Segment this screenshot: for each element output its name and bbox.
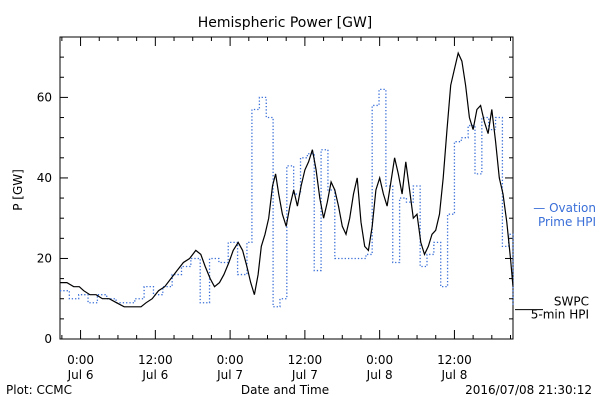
series-line-ovation — [60, 88, 514, 308]
legend-label-ovation: — Ovation — [533, 201, 596, 215]
x-tick-time-label: 12:00 — [288, 353, 323, 367]
footer-source: Plot: CCMC — [6, 383, 72, 397]
legend-label-swpc: SWPC — [554, 295, 589, 309]
x-tick-time-label: 0:00 — [67, 353, 94, 367]
x-tick-time-label: 0:00 — [366, 353, 393, 367]
x-tick-date-label: Jul 7 — [291, 368, 318, 382]
x-tick-date-label: Jul 6 — [67, 368, 94, 382]
y-axis-label: P [GW] — [11, 169, 25, 211]
legend-label-swpc: 5-min HPI — [531, 308, 589, 322]
x-tick-date-label: Jul 6 — [141, 368, 168, 382]
y-tick-label: 40 — [37, 171, 52, 185]
x-tick-time-label: 12:00 — [138, 353, 173, 367]
chart-title: Hemispheric Power [GW] — [198, 15, 373, 31]
series-line-swpc — [60, 51, 514, 308]
y-tick-label: 60 — [37, 90, 52, 104]
x-tick-date-label: Jul 8 — [440, 368, 467, 382]
x-tick-date-label: Jul 8 — [366, 368, 393, 382]
y-tick-label: 20 — [37, 251, 52, 265]
x-tick-time-label: 12:00 — [437, 353, 472, 367]
x-tick-time-label: 0:00 — [217, 353, 244, 367]
x-axis-label: Date and Time — [241, 383, 329, 397]
y-tick-label: 0 — [44, 332, 52, 346]
footer-timestamp: 2016/07/08 21:30:12 — [465, 383, 592, 397]
x-tick-date-label: Jul 7 — [216, 368, 243, 382]
legend-label-ovation: Prime HPI — [538, 215, 596, 229]
